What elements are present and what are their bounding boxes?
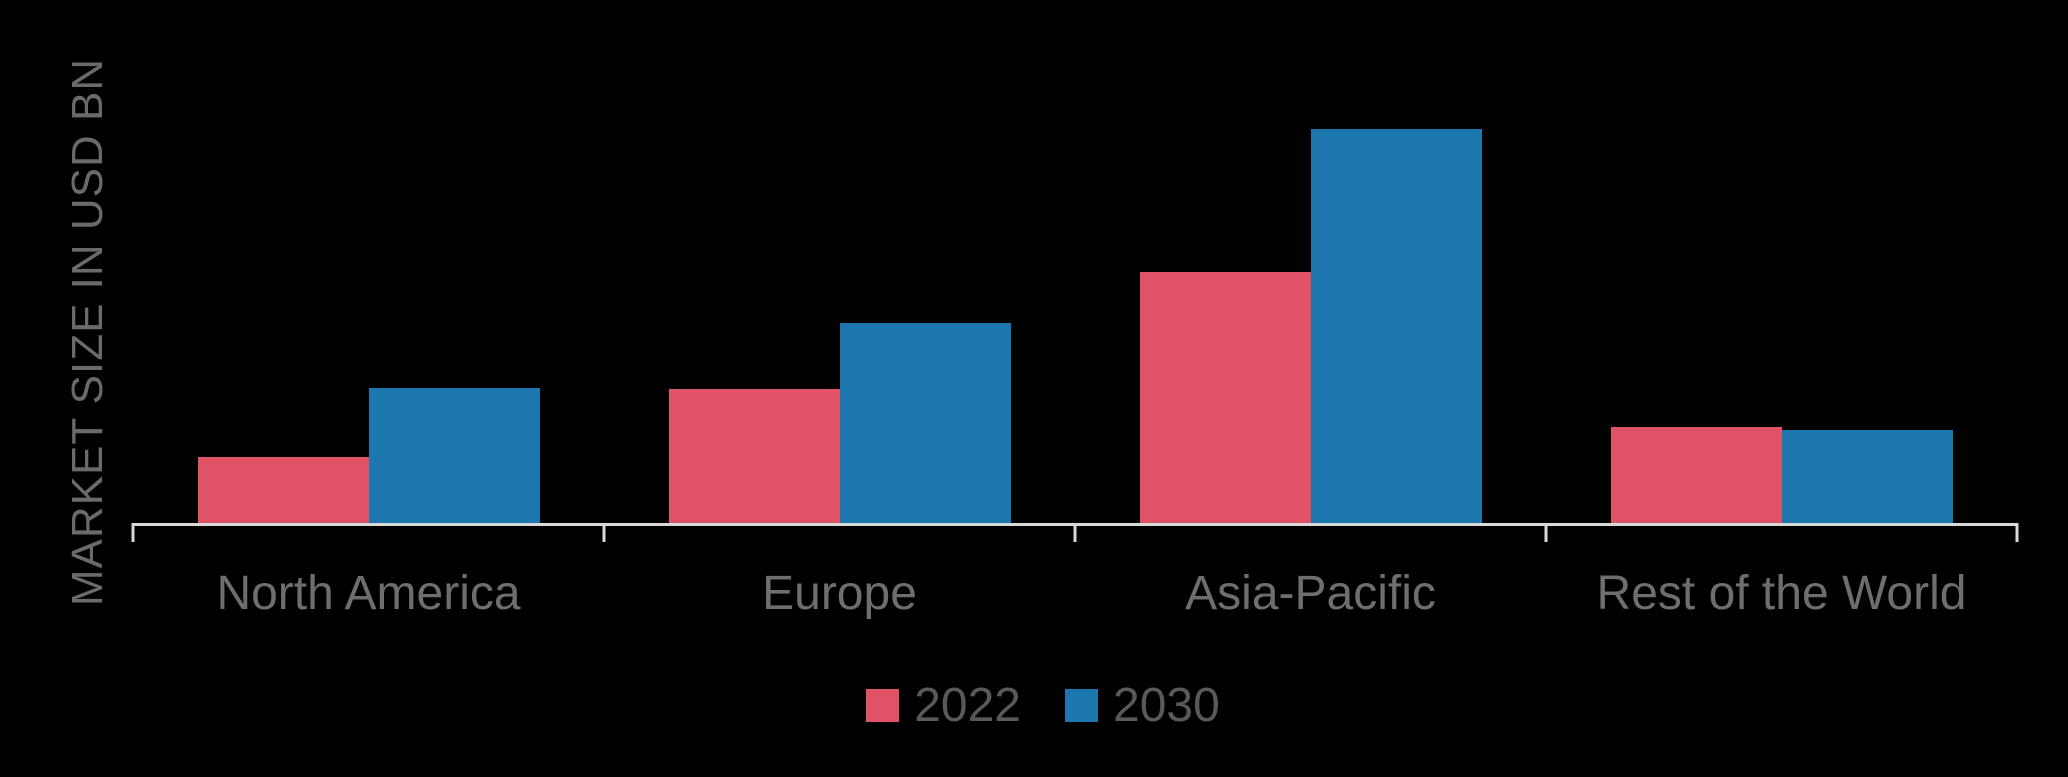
- bar-2030-north-america: [368, 388, 540, 523]
- bar-2022-north-america: [197, 457, 369, 523]
- legend-label-2030: 2030: [1113, 679, 1220, 732]
- bar-2022-europe: [668, 389, 840, 523]
- x-axis-tick: [1544, 523, 1548, 542]
- x-axis-tick: [2015, 523, 2019, 542]
- bar-2030-asia-pacific: [1310, 129, 1482, 523]
- legend-label-2022: 2022: [914, 679, 1021, 732]
- category-label-asia-pacific: Asia-Pacific: [1185, 567, 1436, 620]
- bar-2030-rest-of-the-world: [1781, 430, 1953, 523]
- category-label-rest-of-the-world: Rest of the World: [1596, 567, 1967, 620]
- x-axis-tick: [131, 523, 135, 542]
- category-label-north-america: North America: [216, 567, 521, 620]
- x-axis-tick: [1073, 523, 1077, 542]
- legend: 2022 2030: [18, 678, 2068, 733]
- bar-2030-europe: [839, 323, 1011, 523]
- bar-2022-rest-of-the-world: [1610, 427, 1782, 523]
- category-label-europe: Europe: [762, 567, 917, 620]
- legend-swatch-2022-icon: [866, 689, 900, 722]
- legend-item-2022: 2022: [866, 678, 1021, 733]
- legend-swatch-2030-icon: [1065, 689, 1098, 722]
- x-axis-tick: [602, 523, 606, 542]
- bar-2022-asia-pacific: [1139, 272, 1311, 523]
- legend-item-2030: 2030: [1065, 678, 1220, 733]
